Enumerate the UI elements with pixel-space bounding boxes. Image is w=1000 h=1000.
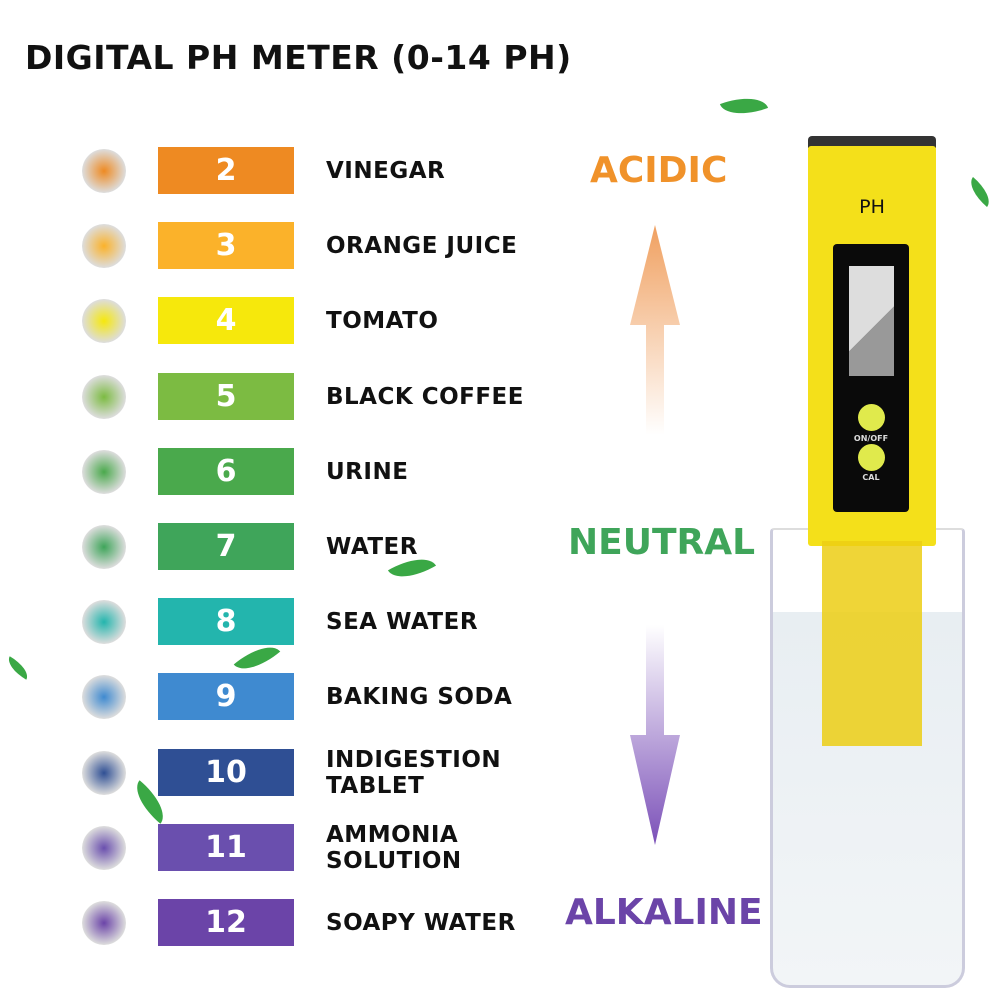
substance-label: BLACK COFFEE bbox=[326, 383, 524, 410]
ph-value-box: 3 bbox=[158, 222, 294, 270]
ph-meter-image: PH ON/OFF CAL bbox=[808, 136, 936, 746]
baking-soda-icon bbox=[82, 675, 126, 720]
substance-label: VINEGAR bbox=[326, 158, 446, 184]
substance-label: ORANGE JUICE bbox=[326, 233, 518, 260]
ph-row: 6 URINE bbox=[0, 447, 560, 496]
leaf-decoration bbox=[719, 89, 769, 123]
substance-label: WATER bbox=[326, 534, 418, 560]
arrow-down-icon bbox=[630, 625, 680, 845]
substance-label: BAKING SODA bbox=[326, 684, 513, 711]
page-title: DIGITAL PH METER (0-14 PH) bbox=[25, 38, 572, 77]
ph-value-box: 9 bbox=[158, 673, 294, 721]
tomato-icon bbox=[82, 299, 126, 344]
ph-row: 11 AMMONIA SOLUTION bbox=[0, 821, 560, 874]
ammonia-bottle-icon bbox=[82, 825, 126, 870]
meter-brand-label: PH bbox=[859, 196, 885, 218]
on-off-label: ON/OFF bbox=[853, 434, 889, 443]
stomach-icon bbox=[82, 750, 126, 795]
urine-sample-icon bbox=[82, 449, 126, 494]
ph-row: 4 TOMATO bbox=[0, 297, 560, 345]
ph-row: 10 INDIGESTION TABLET bbox=[0, 746, 560, 799]
ph-value-box: 11 bbox=[158, 823, 294, 871]
ph-row: 3 ORANGE JUICE bbox=[0, 222, 560, 270]
ph-value-box: 7 bbox=[158, 523, 294, 570]
substance-label: SEA WATER bbox=[326, 609, 479, 636]
ph-row: 9 BAKING SODA bbox=[0, 673, 560, 721]
ph-row: 12 SOAPY WATER bbox=[0, 899, 560, 947]
orange-juice-icon bbox=[82, 224, 126, 269]
ph-value-box: 10 bbox=[158, 748, 294, 796]
ph-value-box: 5 bbox=[158, 372, 294, 420]
substance-label: INDIGESTION TABLET bbox=[326, 746, 502, 799]
ph-value-box: 6 bbox=[158, 447, 294, 495]
vinegar-bottle-icon bbox=[82, 149, 126, 193]
ph-row: 8 SEA WATER bbox=[0, 598, 560, 646]
ph-arrows bbox=[630, 225, 680, 845]
cal-label: CAL bbox=[862, 473, 880, 482]
ph-value-box: 8 bbox=[158, 598, 294, 646]
soap-icon bbox=[82, 901, 126, 945]
substance-label: AMMONIA SOLUTION bbox=[326, 821, 462, 874]
ph-row: 2 VINEGAR bbox=[0, 147, 560, 195]
substance-label: URINE bbox=[326, 458, 409, 485]
alkaline-label: ALKALINE bbox=[565, 892, 763, 933]
coffee-icon bbox=[82, 374, 126, 419]
leaf-decoration bbox=[964, 176, 996, 208]
substance-label: SOAPY WATER bbox=[326, 910, 516, 936]
ph-value-box: 2 bbox=[158, 147, 294, 194]
arrow-up-icon bbox=[630, 225, 680, 435]
ph-row: 7 WATER bbox=[0, 523, 560, 571]
neutral-label: NEUTRAL bbox=[568, 522, 756, 563]
substance-label: TOMATO bbox=[326, 308, 439, 335]
ph-value-box: 12 bbox=[158, 899, 294, 946]
lcd-display bbox=[849, 266, 894, 376]
acidic-label: ACIDIC bbox=[590, 150, 728, 191]
ph-row: 5 BLACK COFFEE bbox=[0, 372, 560, 421]
cal-button[interactable] bbox=[858, 444, 885, 471]
sea-water-icon bbox=[82, 600, 126, 645]
water-glass-icon bbox=[82, 525, 126, 569]
ph-value-box: 4 bbox=[158, 297, 294, 345]
on-off-button[interactable] bbox=[858, 404, 885, 431]
